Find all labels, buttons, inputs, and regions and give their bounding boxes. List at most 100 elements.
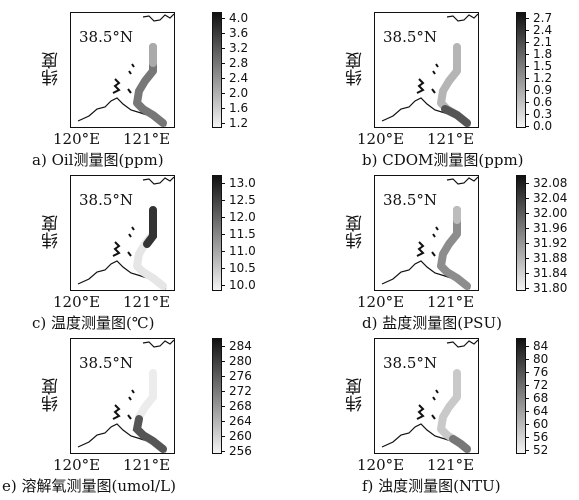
caption: c) 温度测量图(℃)	[32, 314, 155, 332]
x-tick-right: 121°E	[427, 130, 475, 148]
latitude-label: 38.5°N	[79, 354, 134, 372]
colorbar-tick: 2.0	[221, 87, 291, 99]
x-tick-left: 120°E	[53, 456, 101, 474]
colorbar-ticks: 13.0 12.5 12.0 11.5 11.0 10.5 10.0	[221, 175, 291, 291]
colorbar-tick: 31.96	[525, 222, 579, 234]
colorbar-tick: 280	[221, 355, 291, 367]
colorbar-tick: 272	[221, 385, 291, 397]
colorbar-tick: 76	[525, 366, 579, 378]
colorbar	[212, 12, 222, 128]
map-svg	[77, 176, 174, 290]
latitude-label: 38.5°N	[383, 191, 438, 209]
colorbar-tick: 80	[525, 353, 579, 365]
colorbar-tick: 2.4	[221, 72, 291, 84]
island-cluster	[416, 63, 439, 94]
caption: e) 溶解氧测量图(umol/L)	[2, 477, 176, 495]
caption: d) 盐度测量图(PSU)	[362, 314, 502, 332]
colorbar-tick: 2.1	[525, 36, 579, 48]
colorbar-tick: 31.88	[525, 252, 579, 264]
y-axis-label: 纬度	[42, 52, 62, 86]
map-frame	[374, 338, 479, 454]
latitude-label: 38.5°N	[383, 28, 438, 46]
colorbar-tick: 10.0	[221, 279, 291, 291]
survey-track-shade	[132, 415, 167, 453]
caption: f) 浊度测量图(NTU)	[362, 477, 501, 495]
x-tick-right: 121°E	[123, 130, 171, 148]
latitude-label: 38.5°N	[79, 191, 134, 209]
colorbar-tick: 2.7	[525, 12, 579, 24]
survey-track	[437, 206, 471, 290]
map-svg	[77, 339, 174, 453]
caption: b) CDOM测量图(ppm)	[362, 151, 524, 169]
colorbar-ticks: 84 80 76 72 68 64 60 56 52	[525, 338, 579, 456]
y-axis-label: 纬度	[346, 215, 366, 249]
panel-temperature: 38.5°N 纬度 120°E 121°E 13.0 12.5 12.0 11.…	[0, 163, 291, 332]
map-frame	[70, 175, 175, 291]
colorbar-tick: 12.0	[221, 211, 291, 223]
survey-track	[133, 43, 167, 127]
map-svg	[77, 13, 174, 127]
y-axis-label: 纬度	[42, 378, 62, 412]
colorbar-tick: 31.80	[525, 282, 579, 294]
x-tick-left: 120°E	[357, 130, 405, 148]
colorbar-tick: 68	[525, 392, 579, 404]
x-tick-left: 120°E	[357, 293, 405, 311]
colorbar-tick: 32.08	[525, 177, 579, 189]
coastline-north	[142, 13, 174, 22]
island-cluster	[112, 226, 135, 257]
map-svg	[381, 176, 478, 290]
colorbar-tick: 260	[221, 430, 291, 442]
colorbar-tick: 32.04	[525, 192, 579, 204]
panel-oil: 38.5°N 纬度 120°E 121°E 4.0 3.6 3.2 2.8 2.…	[0, 0, 291, 169]
map-frame	[374, 175, 479, 291]
x-tick-right: 121°E	[123, 293, 171, 311]
colorbar-tick: 1.5	[525, 60, 579, 72]
colorbar-tick: 31.92	[525, 237, 579, 249]
latitude-label: 38.5°N	[79, 28, 134, 46]
map-svg	[381, 13, 478, 127]
latitude-label: 38.5°N	[383, 354, 438, 372]
colorbar-tick: 2.8	[221, 57, 291, 69]
colorbar-tick: 264	[221, 415, 291, 427]
colorbar	[516, 175, 526, 291]
panel-cdom: 38.5°N 纬度 120°E 121°E 2.7 2.4 2.1 1.8 1.…	[304, 0, 579, 169]
coastline-north	[446, 13, 478, 22]
y-axis-label: 纬度	[42, 215, 62, 249]
colorbar-ticks: 284 280 276 272 268 264 260 256	[221, 338, 291, 457]
island-cluster	[416, 389, 439, 420]
colorbar-tick: 276	[221, 370, 291, 382]
coastline-north	[446, 176, 478, 185]
colorbar-tick: 72	[525, 379, 579, 391]
colorbar-tick: 0.9	[525, 84, 579, 96]
y-axis-label: 纬度	[346, 52, 366, 86]
x-tick-right: 121°E	[427, 293, 475, 311]
island-cluster	[416, 226, 439, 257]
map-frame	[374, 12, 479, 128]
colorbar-tick: 1.8	[525, 48, 579, 60]
colorbar-tick: 0.6	[525, 96, 579, 108]
caption: a) Oil测量图(ppm)	[32, 151, 164, 169]
colorbar-tick: 1.2	[221, 117, 291, 129]
colorbar-tick: 32.00	[525, 207, 579, 219]
island-cluster	[112, 389, 135, 420]
colorbar-tick: 10.5	[221, 262, 291, 274]
panel-dissolved-oxygen: 38.5°N 纬度 120°E 121°E 284 280 276 272 26…	[0, 326, 291, 495]
coastline-north	[446, 339, 478, 348]
x-tick-right: 121°E	[427, 456, 475, 474]
map-svg	[381, 339, 478, 453]
x-tick-left: 120°E	[53, 293, 101, 311]
coastline-north	[142, 339, 174, 348]
survey-track-shade	[441, 105, 471, 127]
colorbar-ticks: 4.0 3.6 3.2 2.8 2.4 2.0 1.6 1.2	[221, 12, 291, 129]
colorbar-tick: 11.0	[221, 245, 291, 257]
colorbar-tick: 284	[221, 340, 291, 352]
colorbar-tick: 1.6	[221, 102, 291, 114]
x-tick-left: 120°E	[357, 456, 405, 474]
colorbar-tick: 84	[525, 340, 579, 352]
colorbar-tick: 13.0	[221, 177, 291, 189]
colorbar-tick: 1.2	[525, 72, 579, 84]
survey-track-shade	[449, 435, 471, 453]
colorbar-tick: 268	[221, 400, 291, 412]
survey-track-shade	[143, 206, 157, 248]
colorbar-tick: 11.5	[221, 228, 291, 240]
